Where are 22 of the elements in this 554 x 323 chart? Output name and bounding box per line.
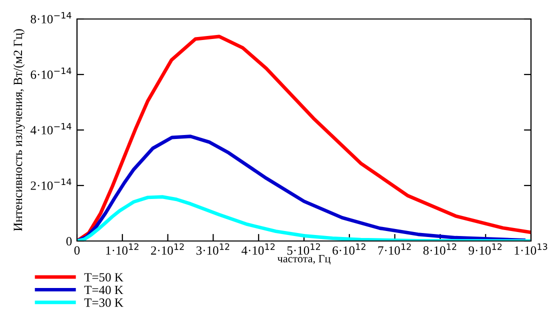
- y-tick-label: 6·10$^{−14}$: [30, 68, 72, 79]
- x-tick-label: 9·10$^{12}$: [468, 243, 502, 255]
- legend-label: T=40 K: [84, 286, 124, 294]
- x-tick-label: 8·10$^{12}$: [423, 243, 456, 255]
- x-tick-label: 1·10$^{12}$: [106, 243, 138, 255]
- line-series: [77, 134, 526, 241]
- x-tick-label: 6·10$^{12}$: [332, 243, 366, 255]
- y-tick-label: 8·10$^{−14}$: [30, 12, 72, 24]
- x-tick-label: 4·10$^{12}$: [242, 243, 275, 255]
- y-tick-label: 2·10$^{−14}$: [30, 178, 72, 190]
- x-tick-label: 3·10$^{12}$: [196, 243, 230, 255]
- x-tick-label: 0: [74, 246, 80, 255]
- x-tick-label: 7·10$^{12}$: [378, 243, 411, 255]
- x-axis-title: частота, Гц: [277, 255, 330, 264]
- legend-label: T=50 K: [84, 273, 124, 282]
- y-axis-title: Интенсивность излучения, Вт/(м2 Гц): [13, 29, 25, 232]
- x-tick-label: 2·10$^{12}$: [151, 243, 184, 255]
- x-tick-label: 5·10$^{12}$: [287, 243, 320, 255]
- y-tick-label: 4·10$^{−14}$: [30, 123, 72, 134]
- legend-label: T=30 K: [84, 298, 124, 307]
- x-tick-label: 1·10$^{13}$: [514, 243, 548, 255]
- y-tick-label: 0: [66, 237, 72, 246]
